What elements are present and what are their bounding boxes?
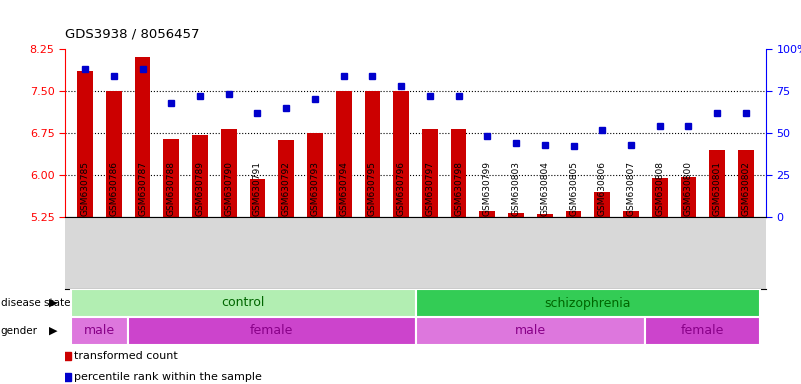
Bar <box>594 192 610 217</box>
Bar <box>250 179 265 217</box>
Bar <box>192 135 208 217</box>
Text: ▶: ▶ <box>49 326 57 336</box>
Text: percentile rank within the sample: percentile rank within the sample <box>74 372 262 382</box>
Bar <box>508 212 524 217</box>
Bar <box>738 150 754 217</box>
Bar <box>128 317 416 345</box>
Text: GDS3938 / 8056457: GDS3938 / 8056457 <box>65 27 199 40</box>
Bar <box>566 212 582 217</box>
Bar <box>307 133 323 217</box>
Bar <box>422 129 438 217</box>
Bar <box>393 91 409 217</box>
Bar <box>364 91 380 217</box>
Text: transformed count: transformed count <box>74 351 178 361</box>
Text: schizophrenia: schizophrenia <box>545 296 631 310</box>
Text: male: male <box>84 324 115 338</box>
Bar <box>70 317 128 345</box>
Text: disease state: disease state <box>1 298 70 308</box>
Bar <box>135 57 151 217</box>
Text: control: control <box>221 296 265 310</box>
Text: female: female <box>250 324 293 338</box>
Text: gender: gender <box>1 326 38 336</box>
Bar <box>278 140 294 217</box>
Bar <box>623 211 639 217</box>
Bar <box>70 289 416 317</box>
Bar <box>451 129 466 217</box>
Bar <box>646 317 760 345</box>
Bar <box>416 317 646 345</box>
Bar <box>480 212 495 217</box>
Text: female: female <box>681 324 724 338</box>
Bar <box>537 214 553 217</box>
Bar <box>709 150 725 217</box>
Text: male: male <box>515 324 546 338</box>
Bar <box>336 91 352 217</box>
Bar <box>106 91 122 217</box>
Bar <box>416 289 760 317</box>
Bar <box>221 129 236 217</box>
Bar <box>77 71 93 217</box>
Bar <box>652 178 667 217</box>
Bar <box>163 139 179 217</box>
Bar <box>681 177 696 217</box>
Text: ▶: ▶ <box>49 298 57 308</box>
